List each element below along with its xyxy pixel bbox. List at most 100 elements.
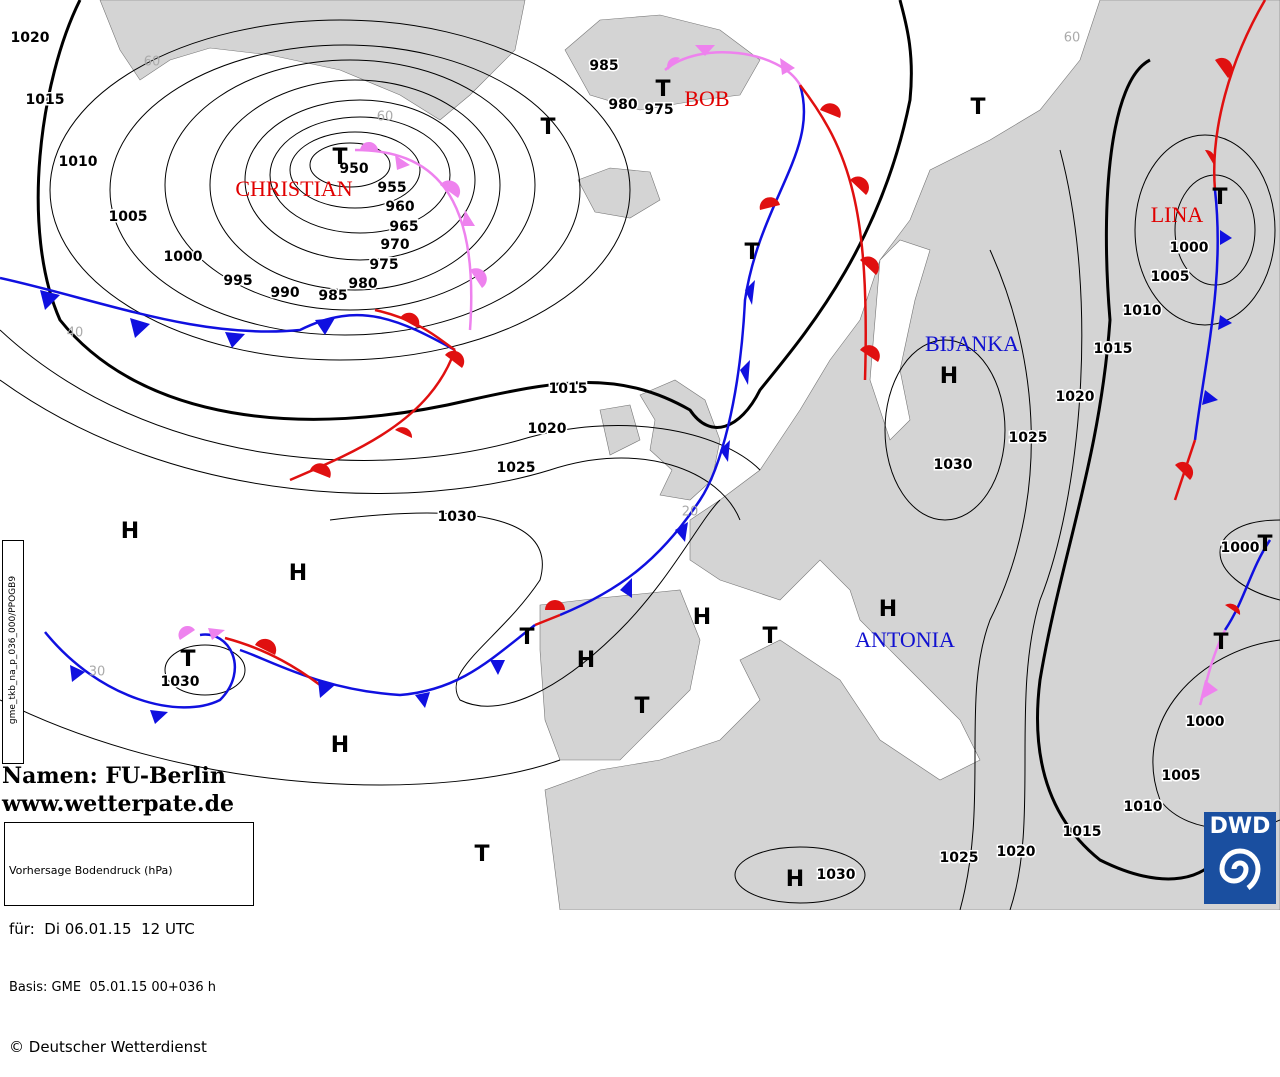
credits: Namen: FU-Berlin www.wetterpate.de bbox=[2, 762, 234, 818]
credit-names: Namen: FU-Berlin bbox=[2, 763, 226, 789]
isobar-label: 1000 bbox=[1221, 540, 1260, 556]
isobar-label: 1020 bbox=[11, 30, 50, 46]
isobar bbox=[209, 79, 501, 291]
credit-website: www.wetterpate.de bbox=[2, 791, 234, 817]
isobar bbox=[269, 116, 451, 234]
dwd-logo: DWD bbox=[1204, 812, 1276, 904]
logo-swirl bbox=[1219, 848, 1261, 891]
latitude-label: 60 bbox=[377, 110, 394, 125]
isobar bbox=[164, 59, 536, 311]
isobar-label: 1025 bbox=[940, 850, 979, 866]
occluded-front bbox=[664, 51, 802, 86]
isobar bbox=[329, 499, 721, 707]
info-valid: für: Di 06.01.15 12 UTC bbox=[9, 920, 195, 938]
pressure-system: T bbox=[519, 625, 534, 650]
pressure-system: T bbox=[332, 145, 347, 170]
pressure-system: T bbox=[762, 624, 777, 649]
pressure-system: T bbox=[540, 115, 555, 140]
pressure-system: T bbox=[634, 694, 649, 719]
isobar-label: 980 bbox=[608, 97, 637, 113]
isobar-label: 995 bbox=[223, 273, 252, 289]
isobar-label: 1030 bbox=[438, 509, 477, 525]
isobar bbox=[309, 142, 391, 188]
isobar-label: 955 bbox=[377, 180, 406, 196]
system-name: LINA bbox=[1151, 202, 1204, 227]
isobar-label: 1015 bbox=[1094, 341, 1133, 357]
isobar-label: 1005 bbox=[109, 209, 148, 225]
pressure-system: T bbox=[655, 77, 670, 102]
isobar-label: 975 bbox=[644, 102, 673, 118]
latitude-label: 60 bbox=[1064, 31, 1081, 46]
uk bbox=[599, 379, 721, 501]
isobar bbox=[959, 249, 1032, 910]
latitude-label: 20 bbox=[682, 505, 699, 520]
front-symbols bbox=[40, 45, 1241, 724]
isobar bbox=[109, 44, 581, 336]
pressure-system: H bbox=[289, 561, 307, 586]
isobar-label: 1025 bbox=[497, 460, 536, 476]
isobar-label: 1020 bbox=[1056, 389, 1095, 405]
cold-front bbox=[239, 624, 536, 697]
iceland bbox=[577, 167, 661, 219]
pressure-system: T bbox=[474, 842, 489, 867]
iberia bbox=[539, 589, 701, 761]
system-name: CHRISTIAN bbox=[235, 176, 352, 201]
isobar-label: 1015 bbox=[549, 381, 588, 397]
isobar bbox=[289, 131, 421, 209]
pressure-system: T bbox=[180, 647, 195, 672]
isobar-label: 1030 bbox=[934, 457, 973, 473]
isobar-label: 975 bbox=[369, 257, 398, 273]
isobar-label: 1010 bbox=[59, 154, 98, 170]
pressure-system: T bbox=[1257, 532, 1272, 557]
isobar bbox=[1219, 519, 1280, 601]
isobar bbox=[884, 339, 1006, 521]
cold-front bbox=[1193, 189, 1219, 441]
isobar-label: 1030 bbox=[817, 867, 856, 883]
warm-front bbox=[799, 84, 867, 381]
europe bbox=[544, 0, 1280, 910]
isobar bbox=[0, 329, 761, 471]
isobar-label: 1010 bbox=[1124, 799, 1163, 815]
isobar-label: 985 bbox=[589, 58, 618, 74]
cold-front bbox=[0, 276, 456, 352]
cold-front bbox=[1223, 539, 1272, 631]
pressure-system: H bbox=[331, 733, 349, 758]
isobar-label: 1010 bbox=[1123, 303, 1162, 319]
isobar bbox=[734, 846, 866, 904]
product-id: gme_tkb_na_p_036_000/PPOGB9 bbox=[8, 575, 18, 725]
isobar-label: 965 bbox=[389, 219, 418, 235]
warm-front bbox=[534, 613, 561, 627]
isobar-label: 980 bbox=[348, 276, 377, 292]
isobar bbox=[0, 379, 741, 521]
pressure-system: H bbox=[786, 867, 804, 892]
info-title: Vorhersage Bodendruck (hPa) bbox=[9, 864, 173, 877]
logo-text: DWD bbox=[1209, 814, 1271, 839]
system-name: BIJANKA bbox=[925, 331, 1019, 356]
isobar bbox=[164, 644, 246, 696]
pressure-system: T bbox=[1213, 630, 1228, 655]
pressure-system: H bbox=[879, 597, 897, 622]
isobar bbox=[1009, 149, 1083, 910]
warm-front bbox=[1213, 0, 1267, 191]
pressure-system: H bbox=[693, 605, 711, 630]
isobar-label: 1015 bbox=[26, 92, 65, 108]
cold-front bbox=[44, 631, 237, 709]
info-basis: Basis: GME 05.01.15 00+036 h bbox=[9, 980, 216, 995]
isobar-label: 990 bbox=[270, 285, 299, 301]
isobar-label: 1025 bbox=[1009, 430, 1048, 446]
system-name: BOB bbox=[684, 86, 729, 111]
latitude-label: 40 bbox=[67, 326, 84, 341]
warm-front bbox=[224, 636, 321, 687]
pressure-system: H bbox=[577, 648, 595, 673]
product-id-box: gme_tkb_na_p_036_000/PPOGB9 bbox=[2, 540, 24, 764]
system-name: ANTONIA bbox=[855, 627, 955, 652]
pressure-system: H bbox=[121, 519, 139, 544]
pressure-system: T bbox=[744, 240, 759, 265]
isobar-label: 1000 bbox=[1186, 714, 1225, 730]
info-box: Vorhersage Bodendruck (hPa) für: Di 06.0… bbox=[4, 822, 254, 1056]
svalbard bbox=[564, 14, 761, 111]
isobar-bold bbox=[1036, 58, 1217, 881]
pressure-system: T bbox=[970, 95, 985, 120]
isobar-label: 985 bbox=[318, 288, 347, 304]
